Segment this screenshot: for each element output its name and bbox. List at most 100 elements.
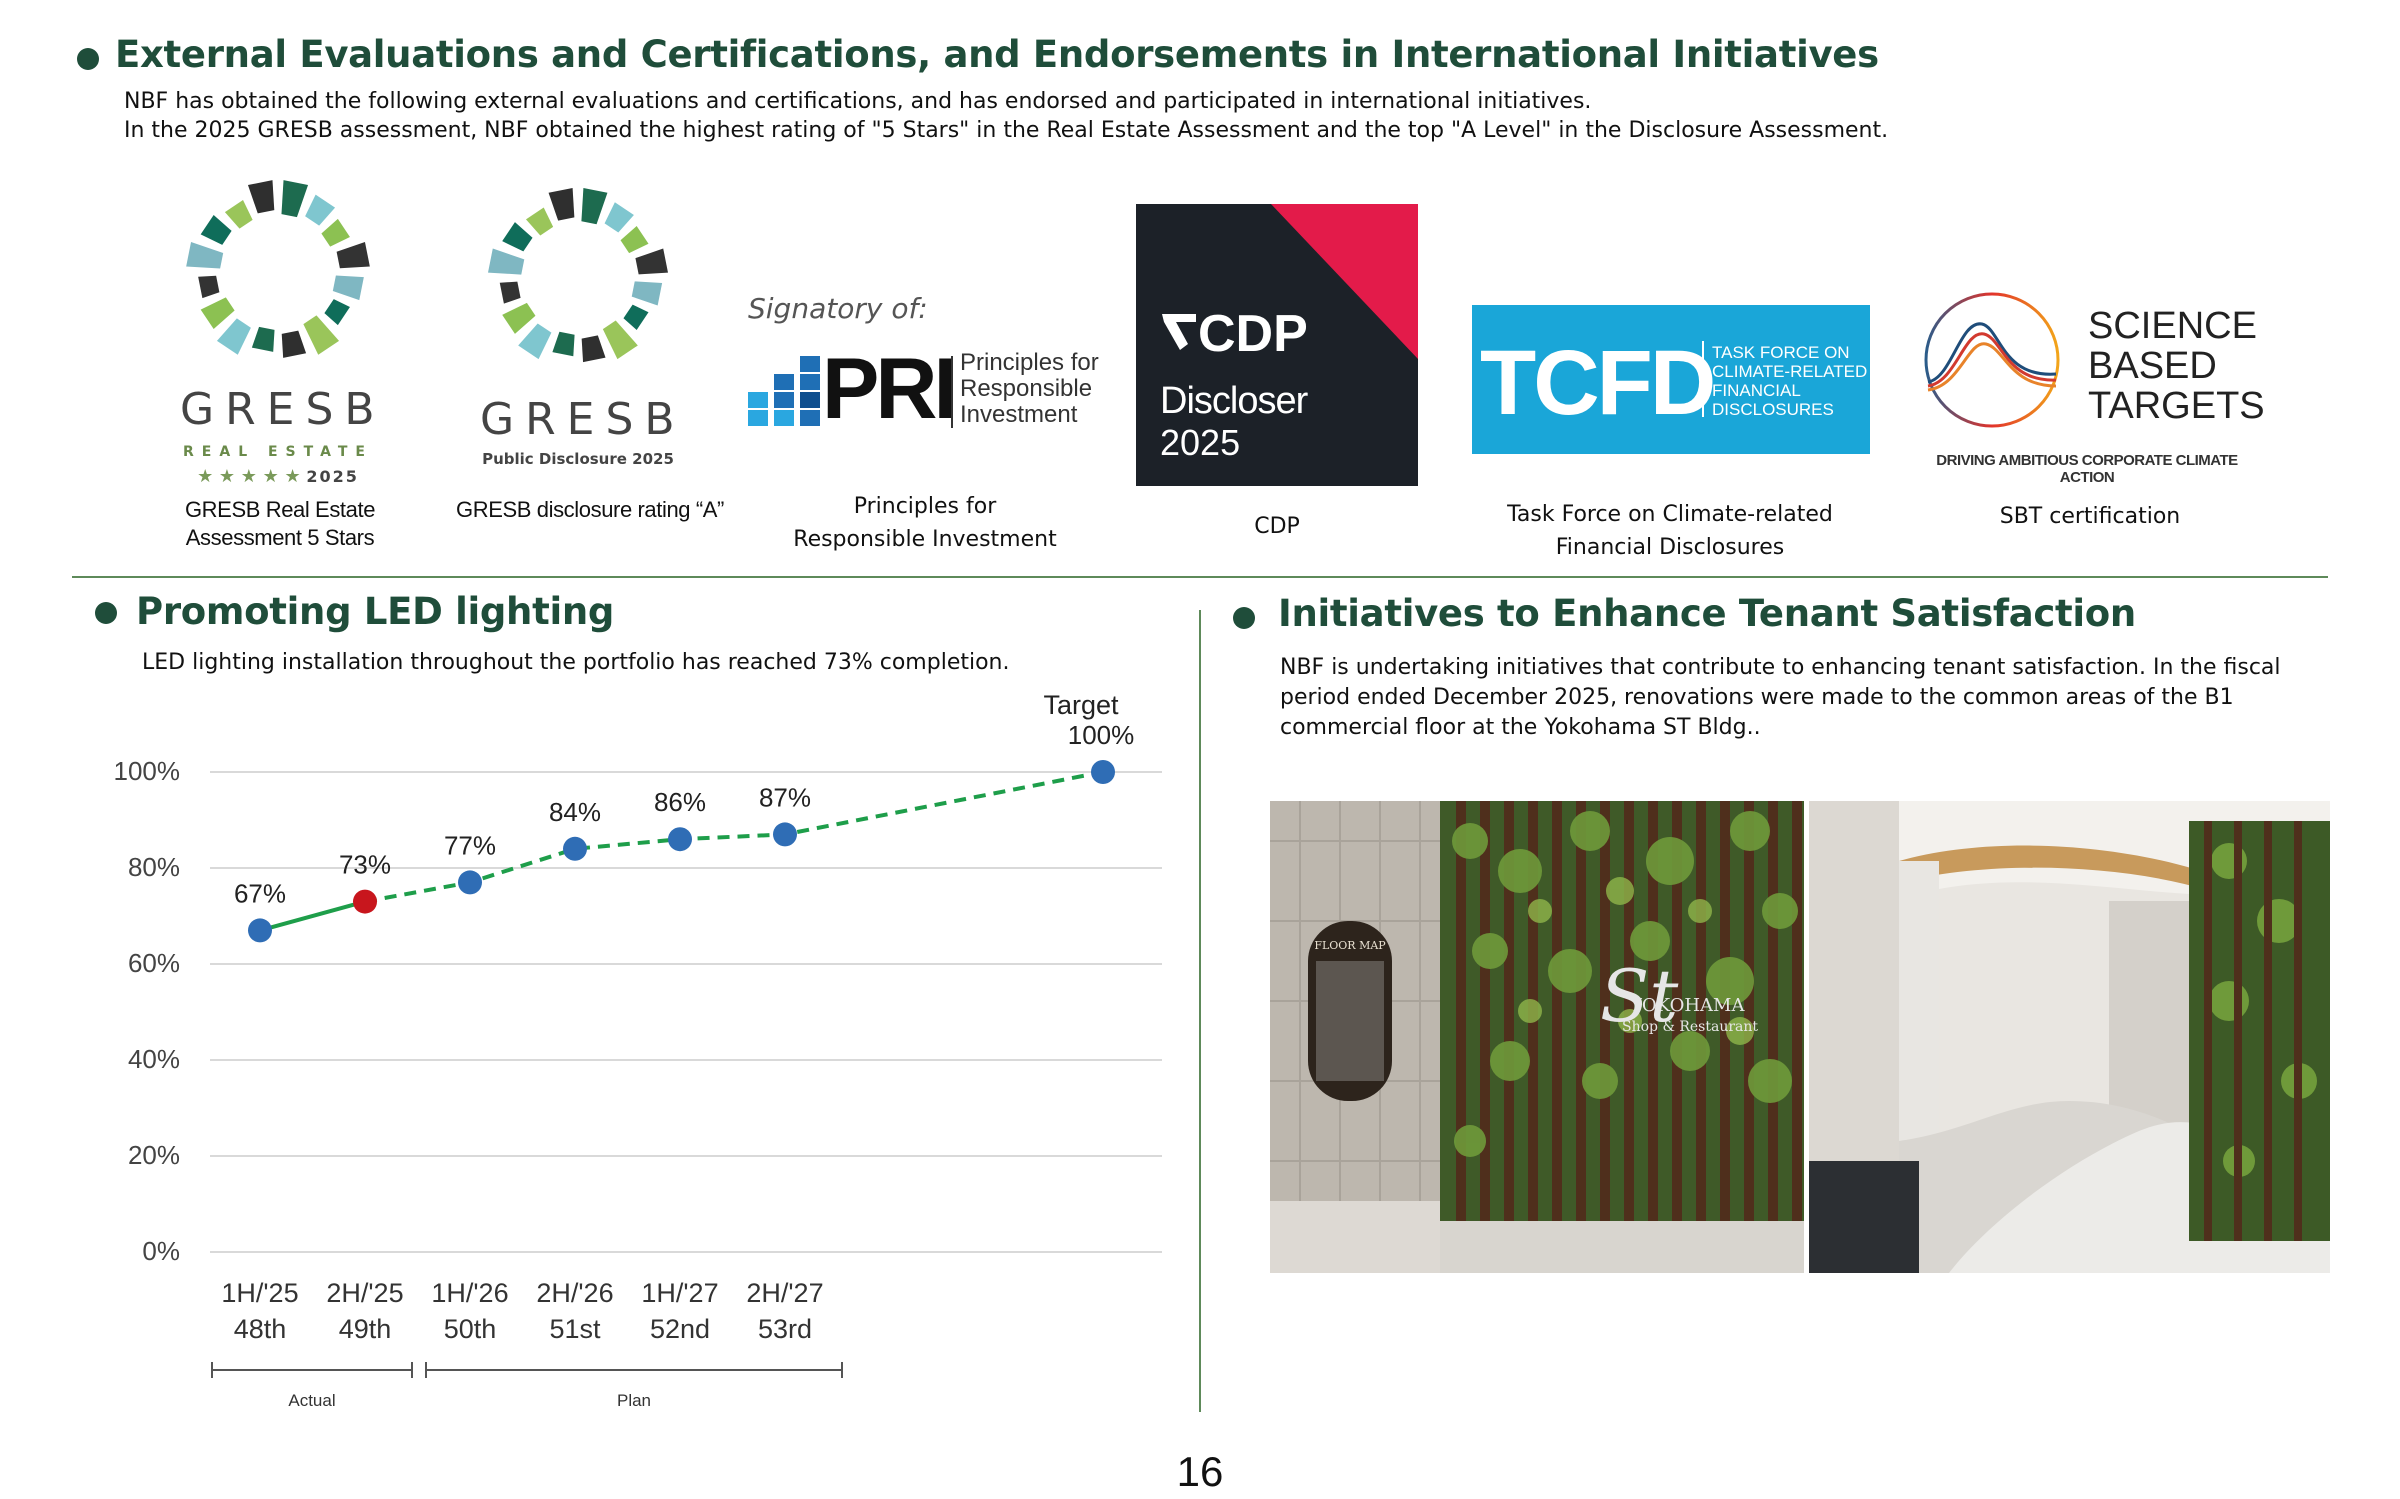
gresb-disclosure-subtitle: Public Disclosure 2025 — [482, 450, 674, 468]
cdp-wordmark: CDP — [1198, 305, 1308, 363]
pri-caption-line-1: Principles for — [853, 494, 997, 519]
ring-segment — [186, 241, 224, 269]
tenant-section-title: Initiatives to Enhance Tenant Satisfacti… — [1278, 592, 2136, 635]
floor-map-sign: FLOOR MAP — [1314, 939, 1386, 952]
gresb-wordmark: GRESB — [180, 384, 386, 435]
x-tick-label: 1H/'25 — [221, 1278, 298, 1308]
tcfd-caption-line-2: Financial Disclosures — [1555, 535, 1785, 560]
pri-name-line-2: Responsible — [960, 375, 1093, 402]
ring-segment — [635, 248, 668, 275]
pri-squares-icon — [748, 356, 820, 426]
tcfd-caption-line-1: Task Force on Climate-related — [1507, 502, 1833, 527]
ring-segment — [247, 180, 275, 214]
tcfd-name-line-4: DISCLOSURES — [1712, 400, 1834, 419]
led-description: LED lighting installation throughout the… — [142, 650, 1010, 675]
sbt-tagline: DRIVING AMBITIOUS CORPORATE CLIMATE ACTI… — [1936, 452, 2238, 486]
data-label: 73% — [339, 850, 391, 880]
tenant-desc-line-1: NBF is undertaking initiatives that cont… — [1280, 655, 2281, 680]
x-tick-label: 1H/'26 — [431, 1278, 508, 1308]
ring-segment — [623, 304, 649, 331]
horizontal-divider — [72, 576, 2328, 578]
cdp-logo: CDP Discloser 2025 — [1136, 204, 1418, 486]
data-label: 87% — [759, 782, 811, 812]
ring-segment — [303, 315, 340, 355]
tenant-desc-line-3: commercial floor at the Yokohama ST Bldg… — [1280, 715, 1761, 740]
ring-segment — [281, 180, 309, 218]
ring-segment — [602, 320, 638, 360]
tcfd-full-name: TASK FORCE ON CLIMATE-RELATED FINANCIAL … — [1712, 343, 1867, 419]
bracket-label: Actual — [288, 1391, 335, 1410]
data-label: 84% — [549, 797, 601, 827]
ring-segment — [200, 214, 232, 245]
x-tick-label: 2H/'27 — [746, 1278, 823, 1308]
ring-segment — [548, 188, 575, 221]
target-value-label: 100% — [1068, 720, 1135, 750]
ring-segment — [216, 318, 251, 355]
ring-segment — [620, 225, 649, 254]
yokohama-sign: YOKOHAMA — [1629, 995, 1745, 1016]
ring-segment — [251, 326, 275, 352]
pri-caption-line-2: Responsible Investment — [793, 527, 1057, 552]
shop-restaurant-sign: Shop & Restaurant — [1622, 1019, 1758, 1035]
data-point — [248, 918, 272, 943]
sbt-line-1: SCIENCE — [2088, 305, 2257, 347]
sbt-line-3: TARGETS — [2088, 385, 2265, 427]
tcfd-name-line-3: FINANCIAL — [1712, 381, 1801, 400]
star-rating: ★ ★ ★ ★ ★ — [197, 466, 301, 487]
tcfd-wordmark: TCFD — [1480, 332, 1716, 434]
led-progress-chart: 0% 20% 40% 60% 80% 100% 67% 1H/'25 48th 73% 2H/'25… — [114, 690, 1162, 1410]
ring-segment — [305, 194, 336, 226]
corridor-illustration — [1809, 801, 2330, 1273]
sbt-wave-logo — [1924, 292, 2060, 428]
ring-segment — [581, 335, 606, 363]
pri-name-line-1: Principles for — [960, 349, 1099, 376]
actual-line — [259, 899, 366, 933]
data-point — [353, 889, 377, 914]
ring-segment — [581, 188, 608, 225]
gresb-caption: GRESB Real Estate Assessment 5 Stars — [160, 496, 400, 552]
ring-segment — [321, 218, 350, 247]
x-tick-sublabel: 50th — [444, 1314, 497, 1344]
cdp-corner-shape — [1271, 204, 1418, 359]
target-label: Target — [1043, 690, 1119, 720]
sbt-wordmark: SCIENCE BASED TARGETS — [2088, 306, 2265, 426]
pri-divider — [951, 356, 953, 428]
target-point — [1091, 760, 1115, 784]
x-tick-label: 2H/'25 — [326, 1278, 403, 1308]
led-section-title: Promoting LED lighting — [136, 590, 615, 633]
pri-full-name: Principles for Responsible Investment — [960, 350, 1099, 428]
cdp-caption: CDP — [1254, 514, 1300, 539]
gresb-stars: ★ ★ ★ ★ ★ 2025 — [180, 466, 376, 487]
ring-segment — [488, 248, 525, 275]
ring-segment — [502, 302, 536, 334]
ring-segment — [525, 207, 554, 236]
ring-segment — [631, 281, 663, 306]
data-label: 67% — [234, 878, 286, 908]
gresb-disclosure-caption: GRESB disclosure rating “A” — [456, 497, 724, 522]
ring-segment — [281, 330, 307, 358]
ring-segment — [604, 202, 634, 233]
gresb-caption-line-2: Assessment 5 Stars — [185, 525, 375, 550]
section-bullet — [95, 602, 117, 624]
x-tick-sublabel: 48th — [234, 1314, 287, 1344]
tcfd-logo: TCFD TASK FORCE ON CLIMATE-RELATED FINAN… — [1472, 305, 1870, 454]
green-wall-illustration: FLOOR MAP St YOKOHAMA Shop & Restaurant — [1270, 801, 1804, 1273]
gresb-subtitle: REAL ESTATE — [183, 444, 373, 460]
gresb-disclosure-ring-logo — [488, 188, 668, 363]
y-tick-label: 80% — [128, 852, 180, 882]
data-point — [563, 836, 587, 861]
tcfd-name-line-2: CLIMATE-RELATED — [1712, 362, 1868, 381]
x-tick-label: 2H/'26 — [536, 1278, 613, 1308]
vertical-divider — [1199, 610, 1201, 1412]
sbt-line-2: BASED — [2088, 345, 2217, 387]
y-tick-label: 0% — [142, 1236, 180, 1266]
sbt-caption: SBT certification — [1999, 504, 2181, 529]
tenant-description: NBF is undertaking initiatives that cont… — [1280, 653, 2281, 743]
bracket-label: Plan — [617, 1391, 651, 1410]
gresb-ring-logo — [186, 180, 370, 358]
ring-segment — [200, 297, 235, 330]
y-tick-label: 20% — [128, 1140, 180, 1170]
ring-segment — [502, 222, 533, 252]
corridor-photo — [1809, 801, 2330, 1273]
ring-segment — [198, 275, 220, 299]
